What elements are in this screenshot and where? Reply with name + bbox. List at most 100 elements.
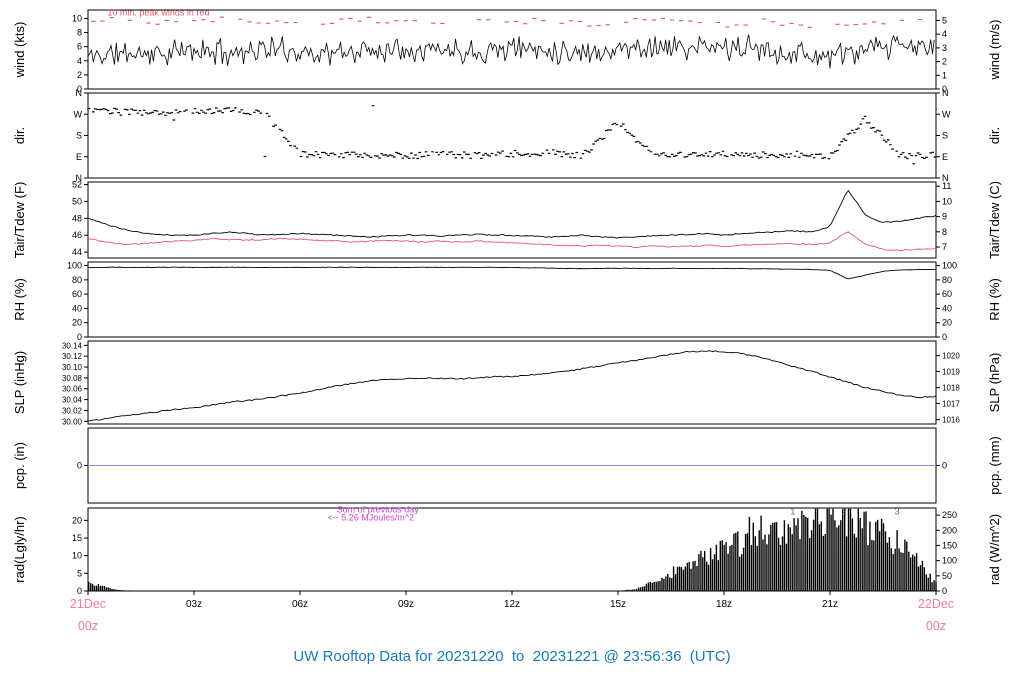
dir-left-axis-title: dir. xyxy=(12,127,27,144)
slp-left-tick-label: 30.06 xyxy=(62,385,83,394)
peak-winds-note: 10 min. peak winds in red xyxy=(107,7,209,17)
rh-left-tick-label: 60 xyxy=(72,289,82,299)
rad-right-tick-label: 100 xyxy=(942,556,957,566)
slp-left-tick-label: 30.10 xyxy=(62,363,83,372)
rad-left-tick-label: 10 xyxy=(72,551,82,561)
slp-left-tick-label: 30.12 xyxy=(62,352,83,361)
solar-rad-bars xyxy=(88,508,937,591)
tair-tdew-left-tick-label: 44 xyxy=(72,247,82,257)
wind-right-tick-label: 2 xyxy=(942,57,947,67)
dir-left-tick-label: N xyxy=(76,173,83,183)
dir-panel-frame xyxy=(87,92,937,179)
slp-right-tick-label: 1016 xyxy=(942,416,960,425)
wind-speed-series xyxy=(87,34,935,69)
rad-panel-frame xyxy=(87,507,937,592)
peak-wind-series xyxy=(91,16,923,28)
slp-left-tick-label: 30.00 xyxy=(62,417,83,426)
x-tick-label-03z: 03z xyxy=(186,599,202,610)
start-date-line1: 21Dec xyxy=(69,597,107,611)
slp-right-tick-label: 1017 xyxy=(942,399,960,408)
rh-left-axis-title: RH (%) xyxy=(12,278,27,321)
x-tick-label-18z: 18z xyxy=(716,599,732,610)
x-tick-label-06z: 06z xyxy=(292,599,308,610)
rh-right-tick-label: 100 xyxy=(942,261,957,271)
wind-left-axis-title: wind (kts) xyxy=(12,22,27,79)
rad-left-tick-label: 20 xyxy=(72,515,82,525)
tair-tdew-left-tick-label: 46 xyxy=(72,230,82,240)
pcp-left-tick-label: 0 xyxy=(77,461,82,471)
figure-title: UW Rooftop Data for 20231220 to 20231221… xyxy=(293,648,731,665)
end-date-line2: 00z xyxy=(925,618,947,633)
wind-left-tick-label: 4 xyxy=(77,56,82,66)
wind-left-tick-label: 2 xyxy=(77,70,82,80)
rh-right-tick-label: 80 xyxy=(942,275,952,285)
slp-right-tick-label: 1018 xyxy=(942,384,960,393)
relative-humidity-series xyxy=(87,266,937,280)
prev-day-sum-value: <-- 5.26 MJoules/m^2 xyxy=(327,512,414,522)
rh-right-tick-label: 20 xyxy=(942,318,952,328)
dir-right-axis-title: dir. xyxy=(987,127,1002,144)
dir-right-tick-label: E xyxy=(942,152,948,162)
rad-right-tick-label: 50 xyxy=(942,571,952,581)
pcp-right-axis-title: pcp. (mm) xyxy=(987,436,1002,495)
slp-left-axis-title: SLP (inHg) xyxy=(12,351,27,414)
wind-left-tick-label: 6 xyxy=(77,42,82,52)
tair-tdew-left-tick-label: 48 xyxy=(72,213,82,223)
x-axis-start-date: 21Dec 00z xyxy=(52,594,124,638)
rh-right-tick-label: 0 xyxy=(942,332,947,342)
slp-panel-frame xyxy=(87,340,937,425)
dir-right-tick-label: S xyxy=(942,131,948,141)
tair-tdew-panel-frame xyxy=(87,181,937,259)
tair-tdew-right-tick-label: 11 xyxy=(942,181,951,191)
rh-right-axis-title: RH (%) xyxy=(987,278,1002,321)
x-tick-label-15z: 15z xyxy=(610,599,626,610)
rad-left-tick-label: 0 xyxy=(77,586,82,596)
wind-right-tick-label: 4 xyxy=(942,29,947,39)
tair-tdew-left-tick-label: 52 xyxy=(72,180,82,190)
wind-right-tick-label: 5 xyxy=(942,15,947,25)
rh-right-tick-label: 60 xyxy=(942,289,952,299)
dir-left-tick-label: S xyxy=(76,131,82,141)
rad-left-axis-title: rad(Lgly/hr) xyxy=(12,516,27,582)
dir-right-tick-label: N xyxy=(942,88,949,98)
tair-tdew-right-tick-label: 9 xyxy=(942,212,947,222)
rad-marker-3: 3 xyxy=(895,507,900,517)
wind-panel-frame xyxy=(87,9,937,90)
wind-right-tick-label: 1 xyxy=(942,70,947,80)
wind-right-tick-label: 3 xyxy=(942,43,947,53)
tdew-series xyxy=(87,231,937,252)
pcp-right-tick-label: 0 xyxy=(942,461,947,471)
rad-left-tick-label: 5 xyxy=(77,568,82,578)
rad-marker-1: 1 xyxy=(790,507,795,517)
wind-left-tick-label: 10 xyxy=(72,13,82,23)
slp-right-tick-label: 1019 xyxy=(942,367,960,376)
wind-left-tick-label: 0 xyxy=(77,84,82,94)
rad-right-tick-label: 250 xyxy=(942,510,957,520)
wind-direction-scatter xyxy=(87,105,937,165)
tair-tdew-left-tick-label: 50 xyxy=(72,196,82,206)
tair-tdew-right-tick-label: 10 xyxy=(942,196,952,206)
wind-right-axis-title: wind (m/s) xyxy=(987,20,1002,81)
tair-tdew-right-tick-label: 8 xyxy=(942,227,947,237)
slp-left-tick-label: 30.04 xyxy=(62,396,83,405)
dir-left-tick-label: W xyxy=(74,109,83,119)
x-axis-end-date: 22Dec 00z xyxy=(900,594,972,638)
rad-left-tick-label: 15 xyxy=(72,533,82,543)
slp-right-axis-title: SLP (hPa) xyxy=(987,353,1002,413)
pcp-left-axis-title: pcp. (in) xyxy=(12,442,27,489)
rad-right-tick-label: 200 xyxy=(942,525,957,535)
dir-left-tick-label: N xyxy=(76,88,83,98)
rad-right-tick-label: 150 xyxy=(942,540,957,550)
sea-level-pressure-series xyxy=(87,350,937,422)
rad-marker-2: 2 xyxy=(842,507,847,517)
end-date-line1: 22Dec xyxy=(917,597,955,611)
tair-series xyxy=(87,189,937,239)
dir-left-tick-label: E xyxy=(76,152,82,162)
rh-left-tick-label: 0 xyxy=(77,332,82,342)
slp-left-tick-label: 30.08 xyxy=(62,374,83,383)
dir-right-tick-label: N xyxy=(942,173,949,183)
wind-left-tick-label: 8 xyxy=(77,28,82,38)
tair-tdew-right-axis-title: Tair/Tdew (C) xyxy=(987,181,1002,259)
